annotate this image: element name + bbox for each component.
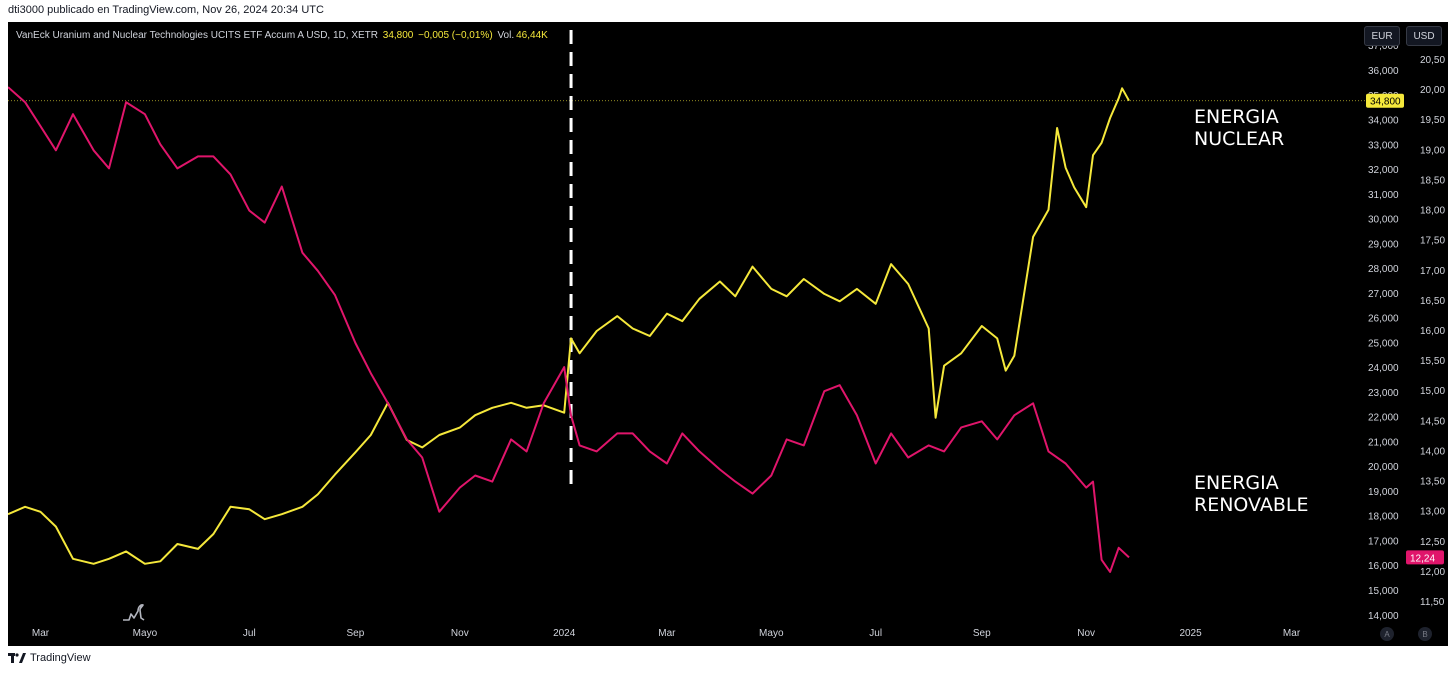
y-left-tick-label: 20,000 [1368, 462, 1399, 473]
y-right-tick-label: 15,50 [1420, 356, 1445, 367]
y-left-tick-label: 32,000 [1368, 165, 1399, 176]
y-right-tick-label: 19,50 [1420, 115, 1445, 126]
x-tick-label: Nov [451, 628, 469, 639]
price-tag-box [1406, 550, 1444, 565]
y-left-tick-label: 33,000 [1368, 140, 1399, 151]
y-right-tick-label: 13,00 [1420, 507, 1445, 518]
y-left-tick-label: 27,000 [1368, 289, 1399, 300]
renewable-label: ENERGIA RENOVABLE [1194, 472, 1308, 516]
y-right-tick-label: 20,50 [1420, 55, 1445, 66]
legend-vol-label: Vol. [497, 30, 515, 41]
attribution-text: dti3000 publicado en TradingView.com, No… [8, 4, 324, 16]
y-left-tick-label: 25,000 [1368, 338, 1399, 349]
y-right-tick-label: 14,00 [1420, 446, 1445, 457]
nuclear-label-line1: ENERGIA [1194, 106, 1279, 128]
renewable-label-line2: RENOVABLE [1194, 494, 1309, 516]
y-right-tick-label: 16,00 [1420, 326, 1445, 337]
x-tick-label: Mar [658, 628, 676, 639]
y-right-tick-label: 19,00 [1420, 145, 1445, 156]
y-left-tick-label: 15,000 [1368, 586, 1399, 597]
price-tag-label: 34,800 [1370, 97, 1401, 108]
x-tick-label: Sep [973, 628, 991, 639]
chart-svg: 37,00036,00035,00034,00033,00032,00031,0… [8, 30, 1445, 641]
x-tick-label: Jul [243, 628, 256, 639]
x-tick-label: Mar [1283, 628, 1301, 639]
scale-button-b [1418, 627, 1432, 641]
chart-area[interactable]: 37,00036,00035,00034,00033,00032,00031,0… [8, 22, 1448, 646]
y-right-tick-label: 17,50 [1420, 236, 1445, 247]
y-left-tick-label: 31,000 [1368, 190, 1399, 201]
chart-legend: VanEck Uranium and Nuclear Technologies … [16, 30, 550, 41]
legend-vol-value: 46,44K [516, 30, 548, 41]
y-left-tick-label: 17,000 [1368, 536, 1399, 547]
y-left-tick-label: 26,000 [1368, 314, 1399, 325]
y-left-tick-label: 30,000 [1368, 215, 1399, 226]
scale-button-a [1380, 627, 1394, 641]
legend-change: −0,005 (−0,01%) [418, 30, 493, 41]
x-tick-label: Nov [1077, 628, 1095, 639]
y-left-tick-label: 37,000 [1368, 41, 1399, 52]
footer: TradingView [8, 652, 91, 664]
price-tag-box [1366, 93, 1404, 108]
nuclear-series-line [8, 87, 1130, 565]
y-left-tick-label: 29,000 [1368, 239, 1399, 250]
eur-button[interactable]: EUR [1364, 26, 1400, 46]
x-tick-label: Mayo [133, 628, 158, 639]
scale-button-label: A [1384, 630, 1390, 639]
y-left-tick-label: 19,000 [1368, 487, 1399, 498]
y-right-tick-label: 14,50 [1420, 416, 1445, 427]
y-right-tick-label: 18,50 [1420, 175, 1445, 186]
y-left-tick-label: 34,000 [1368, 116, 1399, 127]
renewable-series-line [8, 86, 1130, 573]
usd-button[interactable]: USD [1406, 26, 1442, 46]
nuclear-label: ENERGIA NUCLEAR [1194, 106, 1284, 150]
x-tick-label: Mar [32, 628, 50, 639]
y-left-tick-label: 24,000 [1368, 363, 1399, 374]
x-tick-label: Sep [347, 628, 365, 639]
renewable-label-line1: ENERGIA [1194, 472, 1279, 494]
y-left-tick-label: 16,000 [1368, 561, 1399, 572]
legend-last-price: 34,800 [382, 30, 414, 41]
y-right-tick-label: 12,00 [1420, 567, 1445, 578]
nuclear-label-line2: NUCLEAR [1194, 128, 1285, 150]
y-right-tick-label: 17,00 [1420, 266, 1445, 277]
tradingview-watermark-icon [120, 600, 146, 629]
y-left-tick-label: 18,000 [1368, 512, 1399, 523]
legend-symbol: VanEck Uranium and Nuclear Technologies … [16, 30, 378, 41]
y-right-tick-label: 13,50 [1420, 477, 1445, 488]
y-left-tick-label: 14,000 [1368, 611, 1399, 622]
y-right-tick-label: 20,00 [1420, 85, 1445, 96]
x-tick-label: 2025 [1179, 628, 1202, 639]
footer-brand: TradingView [30, 652, 91, 664]
y-right-tick-label: 11,50 [1420, 597, 1445, 608]
y-left-tick-label: 22,000 [1368, 413, 1399, 424]
x-tick-label: Jul [869, 628, 882, 639]
y-left-tick-label: 23,000 [1368, 388, 1399, 399]
y-right-tick-label: 18,00 [1420, 206, 1445, 217]
y-right-tick-label: 12,50 [1420, 537, 1445, 548]
scale-button-label: B [1422, 630, 1427, 639]
price-tag-label: 12,24 [1410, 553, 1435, 564]
y-left-tick-label: 36,000 [1368, 66, 1399, 77]
y-right-tick-label: 15,00 [1420, 386, 1445, 397]
y-left-tick-label: 21,000 [1368, 437, 1399, 448]
currency-buttons: EUR USD [1364, 26, 1442, 46]
x-tick-label: Mayo [759, 628, 784, 639]
y-left-tick-label: 28,000 [1368, 264, 1399, 275]
tradingview-logo-icon [8, 653, 26, 663]
y-right-tick-label: 16,50 [1420, 296, 1445, 307]
x-tick-label: 2024 [553, 628, 576, 639]
